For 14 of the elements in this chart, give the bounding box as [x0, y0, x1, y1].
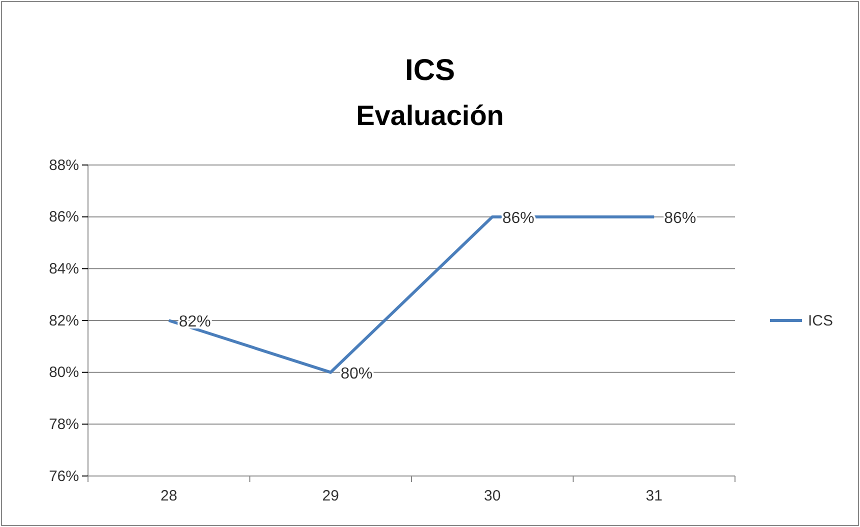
chart-title: ICS: [404, 54, 456, 87]
y-tick-label: 86%: [48, 208, 79, 226]
y-tick-label: 84%: [48, 260, 79, 278]
x-tick-label: 31: [646, 488, 662, 505]
y-tick-label: 88%: [48, 156, 79, 174]
x-tick-label: 30: [484, 488, 501, 505]
chart-subtitle: Evaluación: [356, 100, 504, 131]
y-tick-label: 76%: [48, 468, 79, 485]
x-tick-label: 28: [160, 488, 178, 505]
y-tick-label: 78%: [48, 416, 79, 433]
legend-label: ICS: [808, 312, 834, 330]
x-tick-label: 29: [322, 488, 339, 505]
y-tick-label: 82%: [48, 312, 79, 330]
y-tick-label: 80%: [48, 364, 79, 382]
